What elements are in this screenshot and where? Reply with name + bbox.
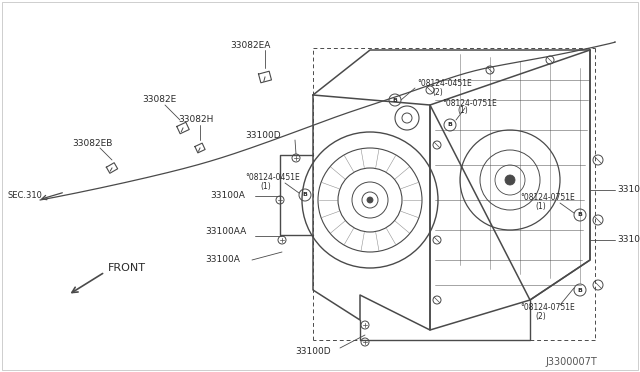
Text: (2): (2) bbox=[432, 87, 443, 96]
Text: 33100A: 33100A bbox=[210, 192, 245, 201]
Text: FRONT: FRONT bbox=[108, 263, 146, 273]
Text: °08124-0751E: °08124-0751E bbox=[442, 99, 497, 108]
Text: °08124-0451E: °08124-0451E bbox=[417, 80, 472, 89]
Circle shape bbox=[505, 175, 515, 185]
Text: (1): (1) bbox=[260, 182, 271, 190]
Text: 33082EB: 33082EB bbox=[72, 140, 113, 148]
Text: J3300007T: J3300007T bbox=[545, 357, 596, 367]
Text: (1): (1) bbox=[535, 202, 546, 211]
Text: °08124-0751E: °08124-0751E bbox=[520, 193, 575, 202]
Text: B: B bbox=[392, 97, 397, 103]
Text: 33082H: 33082H bbox=[178, 115, 213, 125]
Text: °08124-0451E: °08124-0451E bbox=[245, 173, 300, 183]
Text: 33082EA: 33082EA bbox=[230, 42, 270, 51]
Text: 33100AA: 33100AA bbox=[205, 227, 246, 235]
Text: SEC.310: SEC.310 bbox=[8, 192, 43, 201]
Text: °08124-0751E: °08124-0751E bbox=[520, 304, 575, 312]
Text: 33100D: 33100D bbox=[295, 347, 331, 356]
Circle shape bbox=[367, 197, 373, 203]
Text: 33100A: 33100A bbox=[617, 235, 640, 244]
Text: 33100A: 33100A bbox=[205, 256, 240, 264]
Text: (1): (1) bbox=[457, 106, 468, 115]
Text: 33100: 33100 bbox=[617, 186, 640, 195]
Text: B: B bbox=[447, 122, 452, 128]
Text: B: B bbox=[577, 212, 582, 218]
Text: 33082E: 33082E bbox=[142, 96, 176, 105]
Text: (2): (2) bbox=[535, 311, 546, 321]
Text: 33100D: 33100D bbox=[245, 131, 280, 141]
Text: B: B bbox=[577, 288, 582, 292]
Text: B: B bbox=[303, 192, 307, 198]
